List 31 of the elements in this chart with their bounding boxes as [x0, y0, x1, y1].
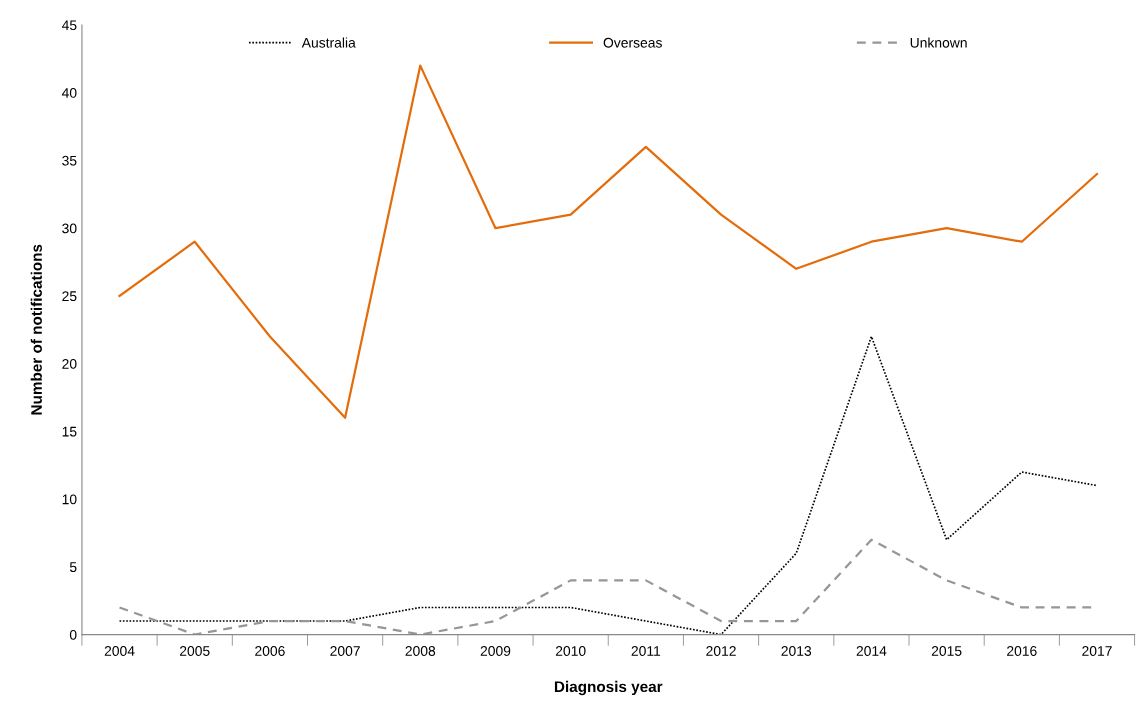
x-tick-label: 2012 [706, 646, 736, 656]
line-series [118, 335, 1098, 635]
y-tick-label: 45 [61, 20, 77, 31]
x-tick-label: 2014 [856, 646, 887, 656]
y-tick-label: 40 [61, 88, 77, 98]
y-tick-label: 5 [69, 562, 77, 572]
x-tick-label: 2016 [1007, 646, 1037, 656]
y-tick-label: 10 [62, 494, 77, 505]
line-series [118, 64, 1099, 419]
y-tick-label: 25 [62, 291, 77, 302]
legend-label: Australia [301, 37, 356, 48]
y-tick-label: 0 [69, 629, 77, 640]
y-tick-label: 15 [62, 426, 77, 437]
legend-label: Unknown [910, 37, 967, 48]
x-tick-label: 2006 [255, 646, 285, 656]
y-tick-label: 30 [62, 223, 77, 234]
x-tick-label: 2015 [931, 646, 962, 656]
x-tick-label: 2005 [179, 646, 210, 656]
x-tick-label: 2010 [555, 646, 586, 656]
x-tick-label: 2011 [631, 646, 661, 656]
x-tick-label: 2004 [104, 646, 135, 656]
x-tick-label: 2017 [1082, 646, 1112, 656]
y-axis-title: Number of notifications [30, 244, 42, 415]
legend-label: Overseas [603, 37, 662, 48]
x-tick-label: 2007 [330, 646, 360, 656]
x-axis-title: Diagnosis year [554, 680, 663, 696]
y-tick-label: 20 [62, 358, 77, 369]
x-tick-label: 2008 [405, 646, 436, 656]
x-tick-label: 2013 [781, 646, 812, 656]
x-tick-label: 2009 [480, 646, 511, 656]
y-tick-label: 35 [62, 155, 77, 166]
